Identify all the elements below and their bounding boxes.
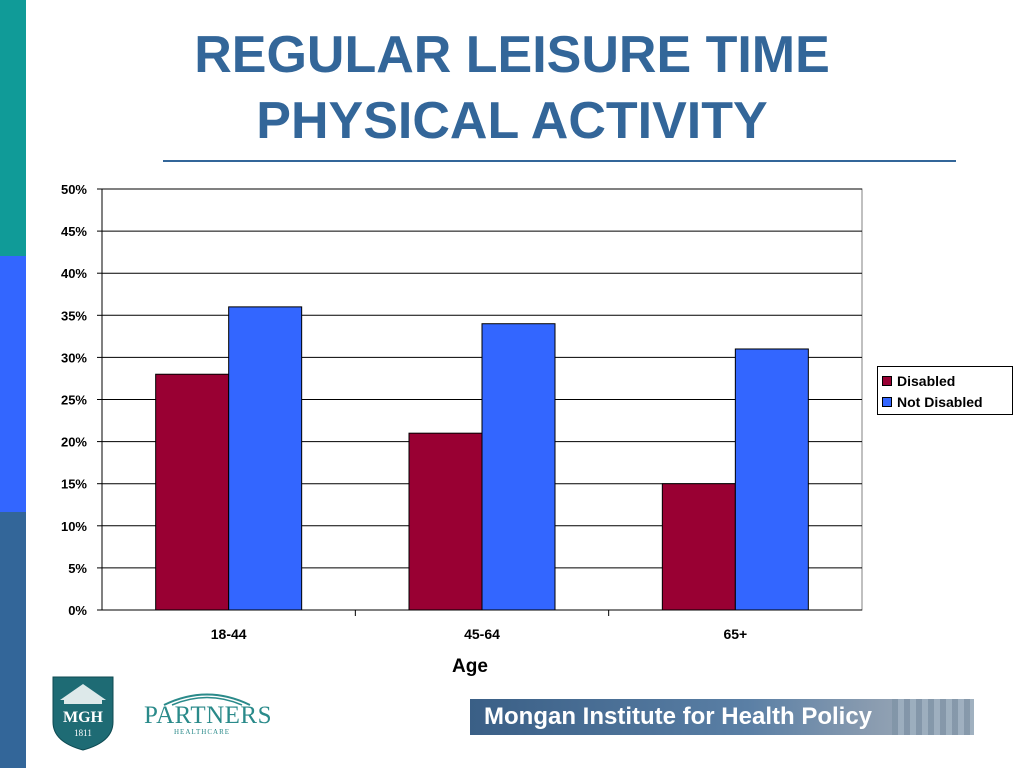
title-underline <box>163 160 956 162</box>
bar-disabled <box>661 483 736 611</box>
y-tick-label: 40% <box>61 266 87 281</box>
sidebar-stripe-middle <box>0 256 26 512</box>
mgh-logo-year: 1811 <box>74 728 92 738</box>
legend-label-not-disabled: Not Disabled <box>897 393 983 410</box>
y-tick-label: 20% <box>61 435 87 450</box>
partners-logo: PARTNERS HEALTHCARE <box>144 690 284 740</box>
y-tick-label: 45% <box>61 224 87 239</box>
legend-item-disabled: Disabled <box>882 370 1008 391</box>
legend-label-disabled: Disabled <box>897 372 956 389</box>
partners-logo-text: PARTNERS <box>144 702 273 729</box>
mongan-institute-banner: Mongan Institute for Health Policy <box>470 699 974 735</box>
bar-not-disabled <box>734 348 809 611</box>
legend-swatch-disabled <box>882 375 892 386</box>
y-tick-label: 0% <box>68 603 87 618</box>
chart-legend: Disabled Not Disabled <box>877 366 1013 415</box>
mgh-logo: MGH 1811 <box>52 676 114 751</box>
partners-arc-icon <box>163 693 251 706</box>
x-tick-label: 65+ <box>723 626 747 642</box>
x-axis-label: Age <box>452 656 488 677</box>
y-tick-label: 15% <box>61 477 87 492</box>
y-tick-label: 30% <box>61 350 87 365</box>
y-tick-label: 25% <box>61 393 87 408</box>
legend-swatch-not-disabled <box>882 396 892 407</box>
banner-building-graphic <box>892 699 974 735</box>
x-tick-label: 45-64 <box>464 626 500 642</box>
bar-not-disabled <box>228 306 303 611</box>
banner-text: Mongan Institute for Health Policy <box>484 703 873 730</box>
sidebar-stripe-top <box>0 0 26 256</box>
y-tick-label: 35% <box>61 308 87 323</box>
bar-disabled <box>155 373 230 611</box>
y-tick-label: 10% <box>61 519 87 534</box>
x-tick-label: 18-44 <box>211 626 247 642</box>
y-tick-label: 50% <box>61 182 87 197</box>
y-tick-label: 5% <box>68 561 87 576</box>
sidebar-stripe-bottom <box>0 512 26 768</box>
partners-logo-subtext: HEALTHCARE <box>174 728 231 736</box>
slide-title: REGULAR LEISURE TIME PHYSICAL ACTIVITY <box>40 22 984 154</box>
slide-title-line1: REGULAR LEISURE TIME <box>194 26 830 84</box>
slide-title-line2: PHYSICAL ACTIVITY <box>256 92 768 150</box>
bar-not-disabled <box>481 323 556 611</box>
bar-disabled <box>408 432 483 611</box>
legend-item-not-disabled: Not Disabled <box>882 391 1008 412</box>
mgh-logo-text: MGH <box>63 709 104 726</box>
